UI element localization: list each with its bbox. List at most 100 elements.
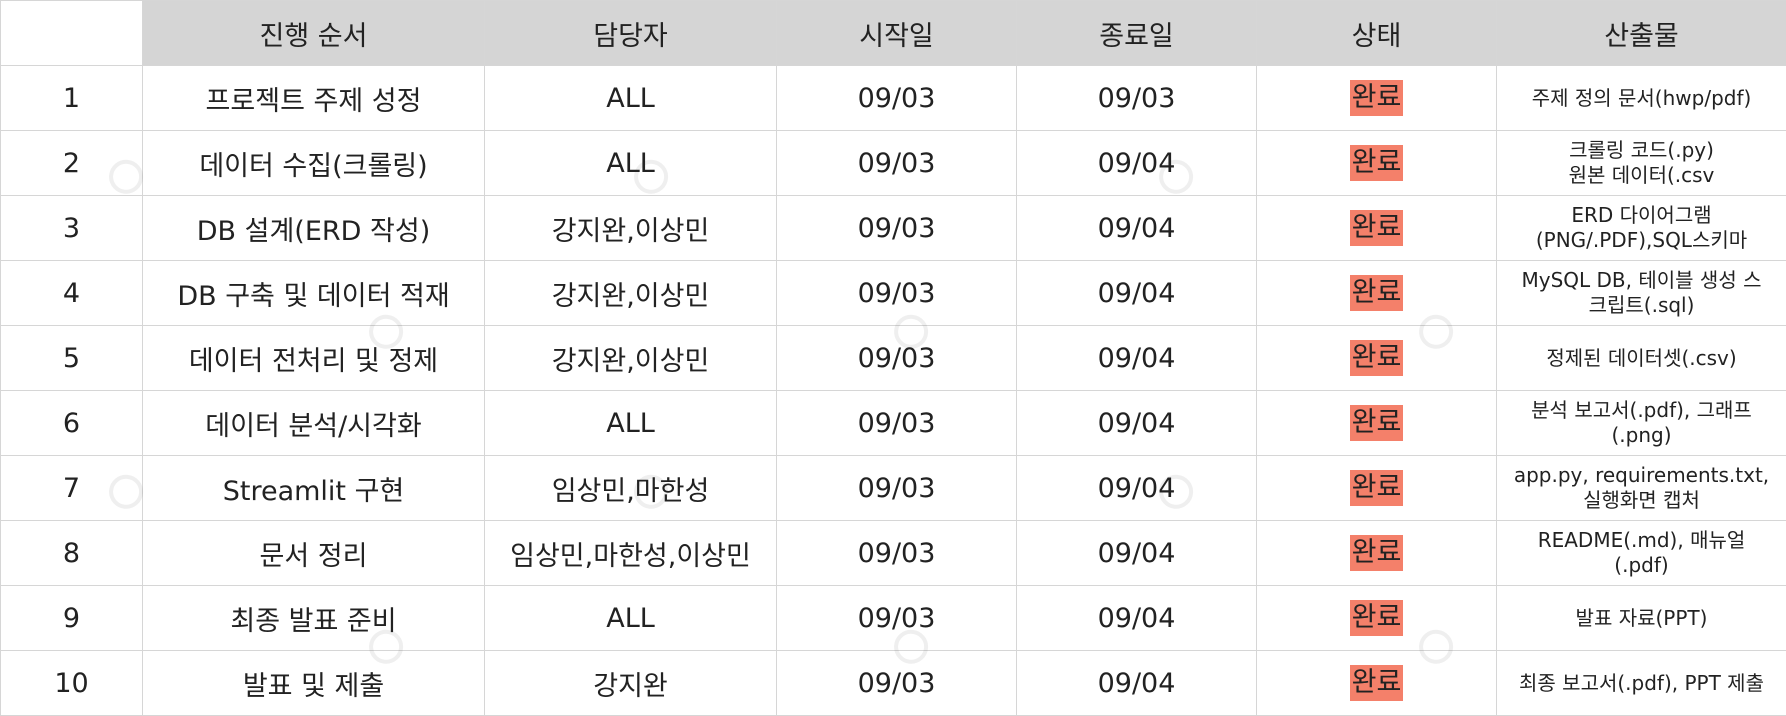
cell-status: 완료 [1257, 586, 1497, 651]
cell-owner: ALL [485, 586, 777, 651]
header-row: 진행 순서 담당자 시작일 종료일 상태 산출물 [1, 1, 1786, 66]
status-badge: 완료 [1350, 470, 1404, 506]
cell-task: 데이터 전처리 및 정제 [143, 326, 485, 391]
cell-task: 발표 및 제출 [143, 651, 485, 716]
cell-step-number: 2 [1, 131, 143, 196]
status-badge: 완료 [1350, 275, 1404, 311]
cell-status: 완료 [1257, 651, 1497, 716]
cell-end-date: 09/04 [1017, 326, 1257, 391]
cell-end-date: 09/04 [1017, 456, 1257, 521]
cell-start-date: 09/03 [777, 196, 1017, 261]
cell-owner: 강지완,이상민 [485, 261, 777, 326]
cell-output: 주제 정의 문서(hwp/pdf) [1497, 66, 1786, 131]
cell-task: 최종 발표 준비 [143, 586, 485, 651]
cell-step-number: 5 [1, 326, 143, 391]
cell-owner: 임상민,마한성,이상민 [485, 521, 777, 586]
output-line: 발표 자료(PPT) [1503, 606, 1780, 631]
cell-owner: 강지완 [485, 651, 777, 716]
cell-start-date: 09/03 [777, 131, 1017, 196]
cell-output: README(.md), 매뉴얼(.pdf) [1497, 521, 1786, 586]
cell-step-number: 1 [1, 66, 143, 131]
status-badge: 완료 [1350, 210, 1404, 246]
cell-end-date: 09/03 [1017, 66, 1257, 131]
cell-owner: 강지완,이상민 [485, 326, 777, 391]
cell-step-number: 9 [1, 586, 143, 651]
output-line: app.py, requirements.txt, [1503, 463, 1780, 488]
header-corner [1, 1, 143, 66]
cell-owner: 강지완,이상민 [485, 196, 777, 261]
header-owner: 담당자 [485, 1, 777, 66]
cell-owner: ALL [485, 131, 777, 196]
output-line: 크롤링 코드(.py) [1503, 138, 1780, 163]
cell-output: app.py, requirements.txt,실행화면 캡처 [1497, 456, 1786, 521]
cell-end-date: 09/04 [1017, 586, 1257, 651]
cell-step-number: 8 [1, 521, 143, 586]
cell-start-date: 09/03 [777, 391, 1017, 456]
header-output: 산출물 [1497, 1, 1786, 66]
status-badge: 완료 [1350, 535, 1404, 571]
output-line: ERD 다이어그램 [1503, 203, 1780, 228]
cell-start-date: 09/03 [777, 586, 1017, 651]
cell-start-date: 09/03 [777, 456, 1017, 521]
cell-start-date: 09/03 [777, 651, 1017, 716]
cell-end-date: 09/04 [1017, 391, 1257, 456]
cell-task: 데이터 수집(크롤링) [143, 131, 485, 196]
output-line: 크립트(.sql) [1503, 293, 1780, 318]
output-line: (.pdf) [1503, 553, 1780, 578]
status-badge: 완료 [1350, 665, 1404, 701]
cell-status: 완료 [1257, 66, 1497, 131]
status-badge: 완료 [1350, 600, 1404, 636]
cell-task: 프로젝트 주제 성정 [143, 66, 485, 131]
output-line: MySQL DB, 테이블 생성 스 [1503, 268, 1780, 293]
cell-output: 최종 보고서(.pdf), PPT 제출 [1497, 651, 1786, 716]
cell-status: 완료 [1257, 456, 1497, 521]
cell-task: DB 설계(ERD 작성) [143, 196, 485, 261]
cell-end-date: 09/04 [1017, 651, 1257, 716]
cell-status: 완료 [1257, 521, 1497, 586]
cell-status: 완료 [1257, 391, 1497, 456]
cell-step-number: 10 [1, 651, 143, 716]
cell-output: 크롤링 코드(.py)원본 데이터(.csv [1497, 131, 1786, 196]
cell-step-number: 3 [1, 196, 143, 261]
cell-output: 발표 자료(PPT) [1497, 586, 1786, 651]
cell-output: ERD 다이어그램(PNG/.PDF),SQL스키마 [1497, 196, 1786, 261]
output-line: 최종 보고서(.pdf), PPT 제출 [1503, 671, 1780, 696]
cell-end-date: 09/04 [1017, 261, 1257, 326]
cell-step-number: 6 [1, 391, 143, 456]
output-line: (PNG/.PDF),SQL스키마 [1503, 228, 1780, 253]
cell-task: DB 구축 및 데이터 적재 [143, 261, 485, 326]
cell-start-date: 09/03 [777, 521, 1017, 586]
output-line: 원본 데이터(.csv [1503, 163, 1780, 188]
cell-step-number: 4 [1, 261, 143, 326]
cell-step-number: 7 [1, 456, 143, 521]
cell-start-date: 09/03 [777, 261, 1017, 326]
output-line: 분석 보고서(.pdf), 그래프 [1503, 398, 1780, 423]
output-line: README(.md), 매뉴얼 [1503, 528, 1780, 553]
output-line: 실행화면 캡처 [1503, 488, 1780, 513]
cell-start-date: 09/03 [777, 326, 1017, 391]
cell-end-date: 09/04 [1017, 521, 1257, 586]
status-badge: 완료 [1350, 340, 1404, 376]
cell-status: 완료 [1257, 131, 1497, 196]
cell-owner: ALL [485, 391, 777, 456]
cell-output: 정제된 데이터셋(.csv) [1497, 326, 1786, 391]
status-badge: 완료 [1350, 80, 1404, 116]
status-badge: 완료 [1350, 405, 1404, 441]
cell-end-date: 09/04 [1017, 196, 1257, 261]
header-status: 상태 [1257, 1, 1497, 66]
output-line: 정제된 데이터셋(.csv) [1503, 346, 1780, 371]
cell-owner: 임상민,마한성 [485, 456, 777, 521]
cell-start-date: 09/03 [777, 66, 1017, 131]
cell-task: 문서 정리 [143, 521, 485, 586]
output-line: (.png) [1503, 423, 1780, 448]
cell-status: 완료 [1257, 196, 1497, 261]
